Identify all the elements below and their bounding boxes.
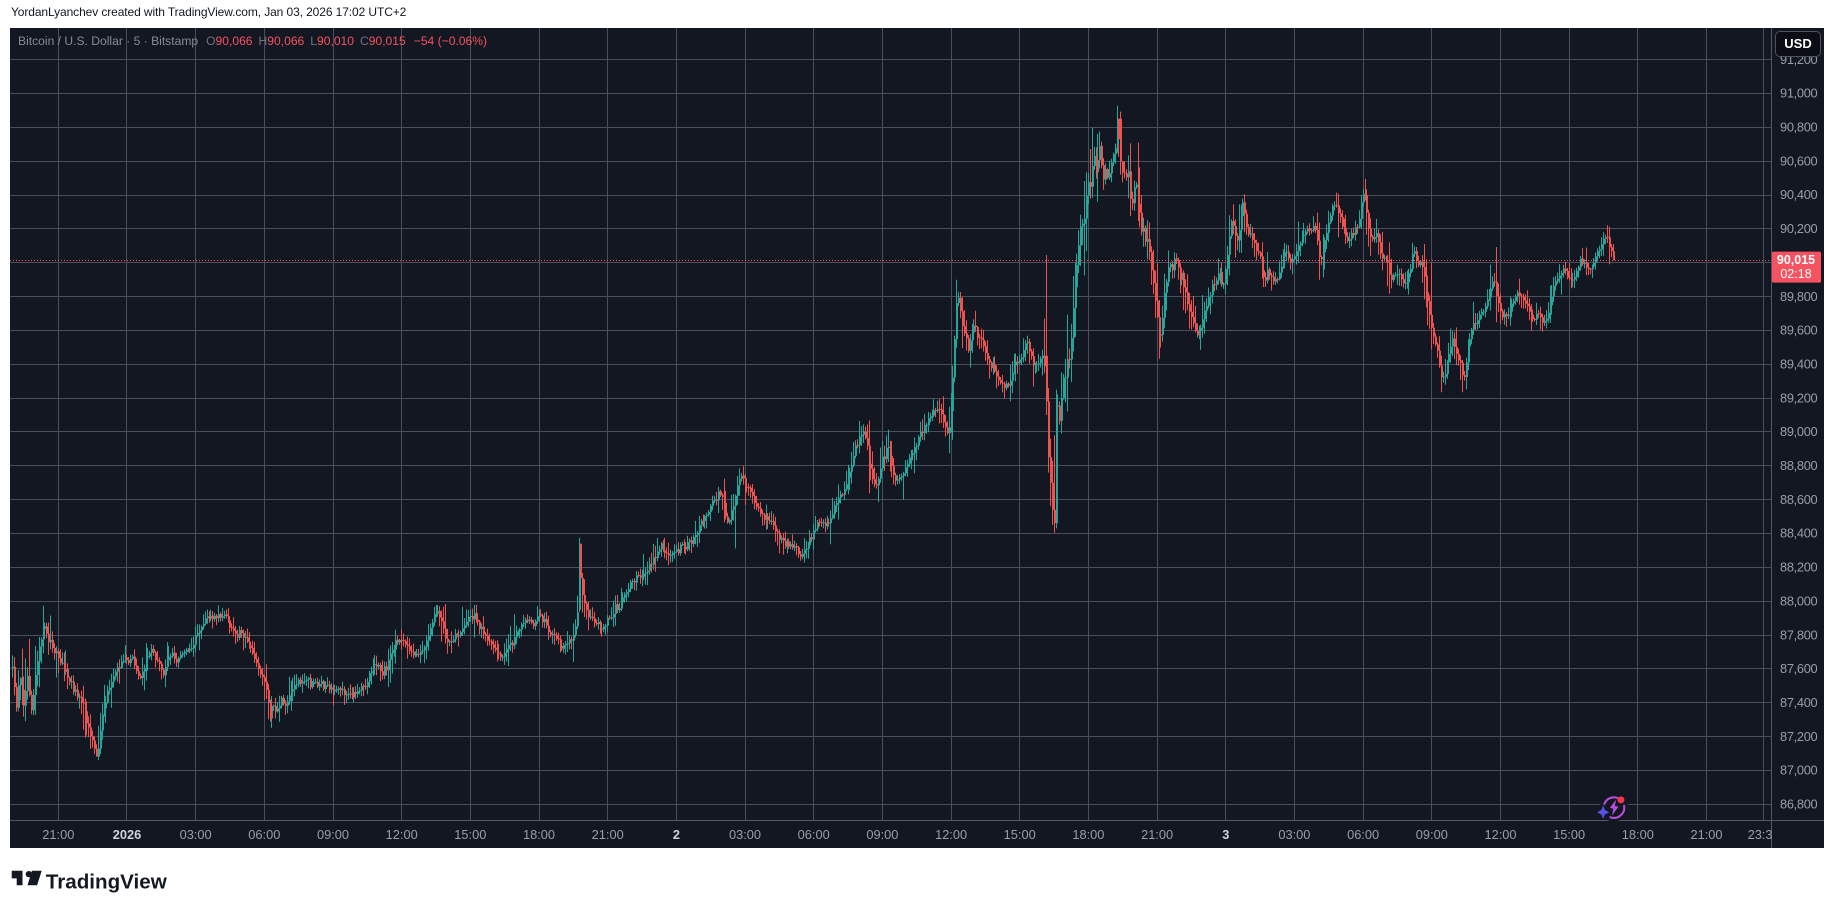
svg-text:12:00: 12:00 (1484, 827, 1516, 842)
svg-text:91,000: 91,000 (1780, 86, 1818, 101)
svg-text:12:00: 12:00 (935, 827, 967, 842)
svg-text:87,200: 87,200 (1780, 729, 1818, 744)
svg-text:21:00: 21:00 (1141, 827, 1173, 842)
svg-text:88,800: 88,800 (1780, 458, 1818, 473)
svg-text:TradingView: TradingView (46, 870, 168, 893)
svg-text:88,600: 88,600 (1780, 492, 1818, 507)
svg-text:90,600: 90,600 (1780, 153, 1818, 168)
svg-text:88,000: 88,000 (1780, 593, 1818, 608)
svg-text:87,000: 87,000 (1780, 763, 1818, 778)
svg-text:89,400: 89,400 (1780, 357, 1818, 372)
svg-text:90,015: 90,015 (1777, 253, 1815, 267)
svg-text:02:18: 02:18 (1780, 267, 1811, 281)
svg-text:15:00: 15:00 (454, 827, 486, 842)
svg-text:89,000: 89,000 (1780, 424, 1818, 439)
svg-text:06:00: 06:00 (798, 827, 830, 842)
svg-text:03:00: 03:00 (729, 827, 761, 842)
svg-text:03:00: 03:00 (1278, 827, 1310, 842)
svg-text:89,800: 89,800 (1780, 289, 1818, 304)
svg-text:09:00: 09:00 (866, 827, 898, 842)
svg-text:03:00: 03:00 (180, 827, 212, 842)
svg-text:86,800: 86,800 (1780, 797, 1818, 812)
svg-text:88,400: 88,400 (1780, 526, 1818, 541)
svg-text:21:00: 21:00 (42, 827, 74, 842)
svg-text:21:00: 21:00 (592, 827, 624, 842)
svg-text:15:00: 15:00 (1004, 827, 1036, 842)
svg-text:88,200: 88,200 (1780, 560, 1818, 575)
svg-text:15:00: 15:00 (1553, 827, 1585, 842)
svg-text:06:00: 06:00 (1347, 827, 1379, 842)
svg-text:12:00: 12:00 (386, 827, 418, 842)
svg-text:89,600: 89,600 (1780, 323, 1818, 338)
svg-text:06:00: 06:00 (248, 827, 280, 842)
svg-text:87,800: 87,800 (1780, 627, 1818, 642)
svg-text:18:00: 18:00 (1622, 827, 1654, 842)
svg-text:23:30: 23:30 (1748, 827, 1780, 842)
svg-text:2: 2 (673, 827, 680, 842)
svg-text:87,400: 87,400 (1780, 695, 1818, 710)
svg-text:2026: 2026 (113, 827, 141, 842)
svg-text:18:00: 18:00 (1072, 827, 1104, 842)
svg-text:87,600: 87,600 (1780, 661, 1818, 676)
svg-text:09:00: 09:00 (1416, 827, 1448, 842)
svg-text:90,400: 90,400 (1780, 187, 1818, 202)
svg-text:21:00: 21:00 (1690, 827, 1722, 842)
svg-text:18:00: 18:00 (523, 827, 555, 842)
svg-text:89,200: 89,200 (1780, 390, 1818, 405)
svg-text:90,800: 90,800 (1780, 120, 1818, 135)
svg-text:90,200: 90,200 (1780, 221, 1818, 236)
svg-text:3: 3 (1222, 827, 1229, 842)
svg-text:09:00: 09:00 (317, 827, 349, 842)
